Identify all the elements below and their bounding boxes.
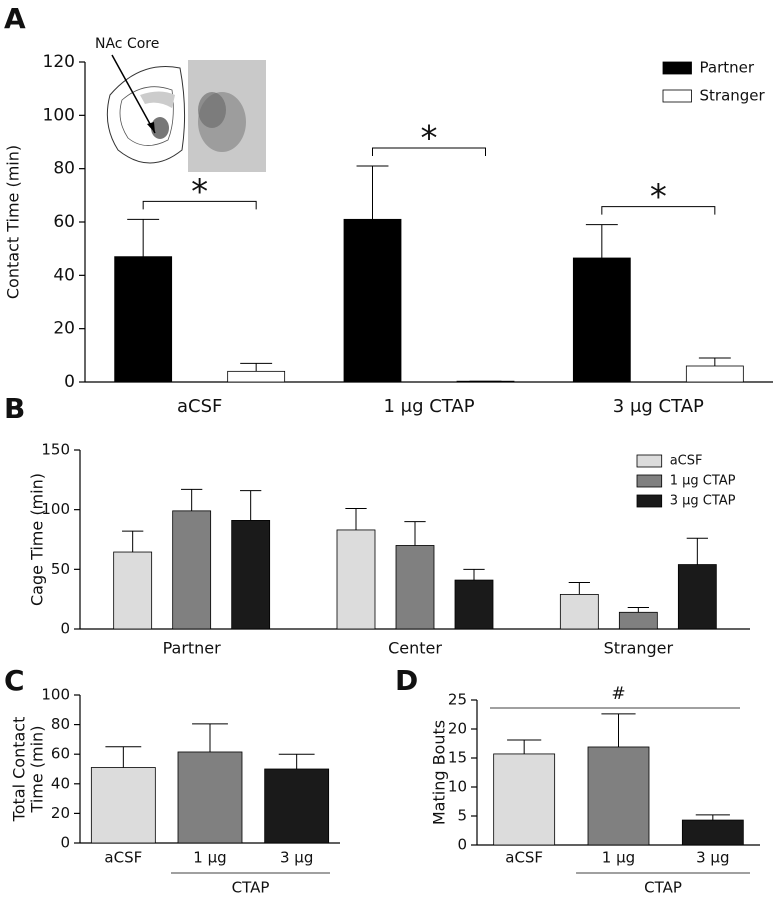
y-axis-label: Cage Time (min) <box>28 473 47 606</box>
y-tick-label: 60 <box>53 212 75 232</box>
bar <box>572 257 631 383</box>
y-tick-label: 20 <box>448 720 467 738</box>
bar <box>454 579 494 630</box>
arrow <box>111 54 156 134</box>
x-tick-label: aCSF <box>505 849 543 867</box>
significance-label: * <box>191 172 208 212</box>
x-tick-label: Partner <box>163 639 222 658</box>
x-tick-label: aCSF <box>177 396 222 417</box>
y-tick-label: 150 <box>41 441 70 459</box>
y-tick-label: 0 <box>64 372 75 392</box>
panel-letter: A <box>4 2 26 35</box>
y-tick-label: 120 <box>43 52 75 72</box>
bar <box>493 753 556 846</box>
legend-swatch <box>636 494 663 508</box>
bar <box>90 767 156 844</box>
annotation: # <box>611 684 625 704</box>
brain-outline-inner <box>119 86 174 146</box>
legend-label: 1 μg CTAP <box>670 474 736 489</box>
x-tick-label: Center <box>388 639 442 658</box>
legend-swatch <box>662 89 692 103</box>
bar <box>114 256 173 383</box>
y-tick-label: 0 <box>60 620 70 638</box>
y-tick-label: 50 <box>51 560 70 578</box>
bar <box>172 510 212 630</box>
bar <box>618 611 658 630</box>
significance-bracket <box>601 206 716 215</box>
legend-label: aCSF <box>670 454 703 469</box>
y-axis-label: Time (min) <box>28 726 47 814</box>
y-tick-label: 40 <box>53 265 75 285</box>
x-tick-label: 3 μg <box>696 849 729 867</box>
x-tick-label: 3 μg CTAP <box>613 396 704 417</box>
bar <box>343 218 402 383</box>
significance-bracket <box>372 147 486 156</box>
bar <box>336 529 376 630</box>
group-label: CTAP <box>232 879 270 897</box>
legend-swatch <box>662 61 692 75</box>
bar <box>231 520 271 630</box>
brain-outline <box>106 66 186 164</box>
y-axis-label: Total Contact <box>10 717 29 823</box>
y-axis-label: Mating Bouts <box>430 720 449 825</box>
histology-stain <box>198 92 226 128</box>
x-tick-label: 3 μg <box>280 849 313 867</box>
group-label: CTAP <box>644 879 682 897</box>
legend-swatch <box>636 454 663 468</box>
significance-bracket <box>142 200 257 210</box>
y-tick-label: 25 <box>448 691 467 709</box>
nac-core <box>151 117 169 139</box>
y-tick-label: 0 <box>457 836 467 854</box>
x-tick-label: 1 μg <box>602 849 635 867</box>
bar <box>559 593 599 630</box>
y-tick-label: 15 <box>448 749 467 767</box>
y-tick-label: 40 <box>51 774 70 792</box>
significance-label: * <box>421 119 438 159</box>
y-tick-label: 20 <box>51 804 70 822</box>
legend-label: 3 μg CTAP <box>670 494 736 509</box>
y-tick-label: 80 <box>51 715 70 733</box>
x-tick-label: 1 μg CTAP <box>383 396 474 417</box>
y-tick-label: 100 <box>43 105 75 125</box>
bar <box>227 370 286 383</box>
bar <box>395 545 435 630</box>
bar <box>113 551 153 630</box>
bar <box>177 751 243 844</box>
inset-label: NAc Core <box>95 36 159 52</box>
y-tick-label: 20 <box>53 319 75 339</box>
legend-label: Partner <box>700 59 755 77</box>
panel-letter: D <box>395 664 418 697</box>
bar <box>681 819 744 846</box>
bar <box>264 768 330 844</box>
legend-swatch <box>636 474 663 488</box>
panel-letter: B <box>4 392 25 425</box>
y-tick-label: 5 <box>457 807 467 825</box>
significance-label: * <box>650 177 667 217</box>
bar <box>685 365 744 383</box>
arrow-head <box>147 122 155 133</box>
panel-letter: C <box>4 664 25 697</box>
bar <box>677 564 717 630</box>
y-tick-label: 100 <box>41 500 70 518</box>
y-axis-label: Contact Time (min) <box>4 145 23 299</box>
x-tick-label: aCSF <box>104 849 142 867</box>
x-tick-label: 1 μg <box>193 849 226 867</box>
ventricle <box>140 91 175 108</box>
y-tick-label: 0 <box>60 834 70 852</box>
y-tick-label: 60 <box>51 745 70 763</box>
y-tick-label: 80 <box>53 159 75 179</box>
x-tick-label: Stranger <box>604 639 674 658</box>
legend-label: Stranger <box>700 87 766 105</box>
inset: NAc Core <box>95 36 266 172</box>
bar <box>587 746 650 846</box>
y-tick-label: 100 <box>41 686 70 704</box>
y-tick-label: 10 <box>448 778 467 796</box>
